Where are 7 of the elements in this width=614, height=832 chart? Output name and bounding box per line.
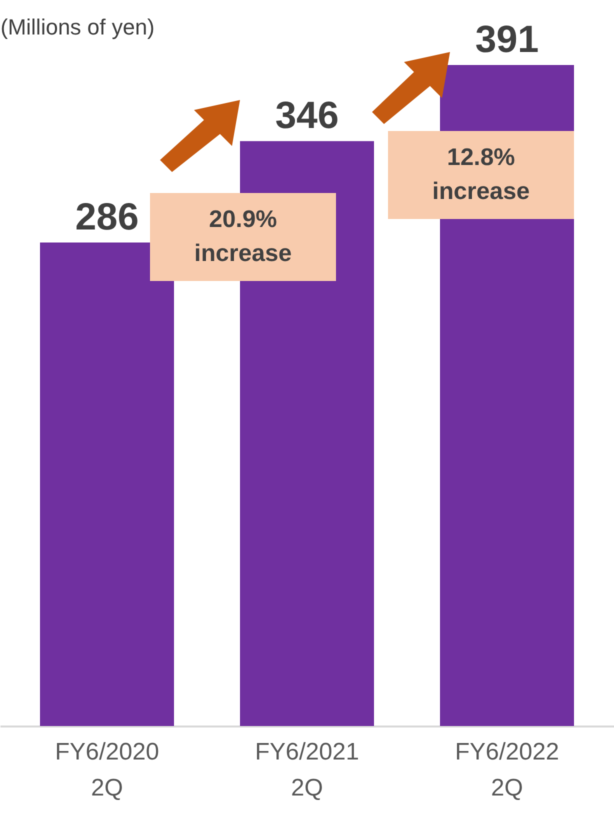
data-label: 346 (275, 95, 339, 138)
y-axis-title: (Millions of yen) (0, 14, 155, 40)
data-label: 286 (75, 196, 139, 239)
x-tick-label: FY6/2022 2Q (454, 738, 560, 802)
x-tick-label: FY6/2021 2Q (254, 738, 360, 802)
x-tick-label: FY6/2020 2Q (54, 738, 160, 802)
data-label: 391 (475, 19, 539, 61)
